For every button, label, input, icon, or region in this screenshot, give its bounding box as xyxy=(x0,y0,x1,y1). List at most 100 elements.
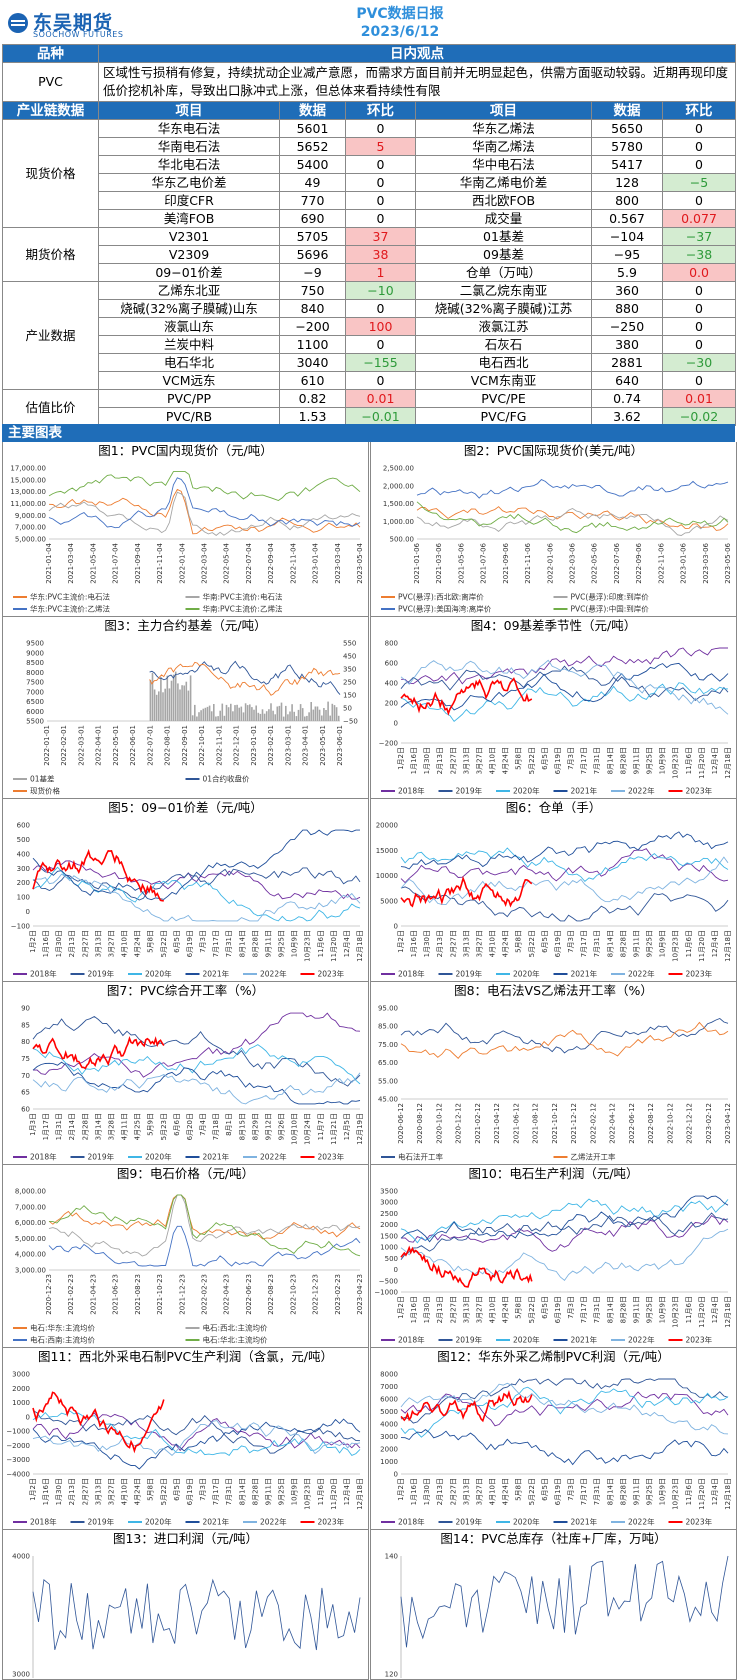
y-tick-label: 500.00 xyxy=(390,536,415,544)
y-tick-label: 17,000.00 xyxy=(10,465,46,473)
legend-label: 2019年 xyxy=(456,786,483,796)
y-tick-label: −500 xyxy=(379,1277,398,1285)
x-tick-label: 2022-11-04 xyxy=(289,542,297,583)
x-tick-label: 2月13日 xyxy=(436,747,444,774)
x-tick-label: 11月6日 xyxy=(685,930,693,957)
x-tick-label: 12月18日 xyxy=(356,1478,364,1510)
x-tick-label: 8月28日 xyxy=(619,1296,627,1323)
x-tick-label: 4月24日 xyxy=(502,1296,510,1323)
x-tick-label: 9月12日 xyxy=(264,1113,272,1140)
y-tick-label: 13,000.00 xyxy=(10,488,46,496)
chart-title: 图2：PVC国际现货价(美元/吨） xyxy=(463,443,644,458)
x-tick-label: 2022-07-04 xyxy=(245,542,253,583)
change-cell: 0 xyxy=(661,191,737,210)
y-tick-label: 2000 xyxy=(380,1446,398,1454)
x-tick-label: 7月18日 xyxy=(212,1113,220,1140)
x-tick-label: 2021-08-12 xyxy=(532,1103,540,1144)
series-line xyxy=(400,856,729,906)
basis-bar xyxy=(329,715,331,721)
x-tick-label: 4月10日 xyxy=(489,1478,497,1505)
basis-bar xyxy=(158,691,160,721)
x-tick-label: 2023-02-23 xyxy=(334,1274,342,1315)
x-tick-label: 2月27日 xyxy=(81,930,89,957)
x-tick-label: 6月20日 xyxy=(186,1113,194,1140)
y-tick-label: 0 xyxy=(394,1266,398,1274)
x-tick-label: 4月24日 xyxy=(502,930,510,957)
basis-bar xyxy=(172,674,175,721)
x-tick-label: 10月9日 xyxy=(659,930,667,957)
table-row: 印度CFR 770 0 西北欧FOB 800 0 xyxy=(3,191,737,210)
y-tick-label: 600 xyxy=(385,660,398,668)
y-tick-label: 95.00 xyxy=(378,1005,398,1013)
legend-label: 2023年 xyxy=(686,1335,713,1345)
x-tick-label: 3月27日 xyxy=(476,747,484,774)
basis-bar xyxy=(225,704,228,721)
x-tick-label: 6月5日 xyxy=(541,930,549,953)
x-tick-label: 2月27日 xyxy=(449,1478,457,1505)
y-tick-label: 15,000.00 xyxy=(10,476,46,484)
change-cell: 38 xyxy=(345,245,416,264)
table-row: 烧碱(32%离子膜碱)山东 840 0 烧碱(32%离子膜碱)江苏 880 0 xyxy=(3,299,737,318)
basis-bar xyxy=(223,715,226,721)
x-tick-label: 2021-08-23 xyxy=(134,1274,142,1315)
x-tick-label: 3月27日 xyxy=(108,1478,116,1505)
x-tick-label: 7月31日 xyxy=(225,930,233,957)
chart-svg: 95.00 85.00 75.00 65.00 55.00 45.002020-06-12… xyxy=(378,1005,732,1162)
change-cell: −0.01 xyxy=(345,407,416,426)
y-tick-label: 300 xyxy=(17,865,30,873)
item-cell: 石灰石 xyxy=(415,335,592,354)
x-tick-label: 2022-01-04 xyxy=(178,542,186,583)
change-cell: 0.0 xyxy=(661,263,737,282)
header-item-left: 项目 xyxy=(98,101,280,120)
x-tick-label: 2022-03-01 xyxy=(78,725,86,766)
chart-title: 图3：主力合约基差（元/吨） xyxy=(104,618,267,633)
y-tick-label: 3000 xyxy=(12,1371,30,1379)
legend-label: 2022年 xyxy=(260,1517,287,1527)
legend-label: 2023年 xyxy=(686,1517,713,1527)
x-tick-label: 2020-08-12 xyxy=(416,1103,424,1144)
x-tick-label: 12月18日 xyxy=(724,1478,732,1510)
x-tick-label: 12月4日 xyxy=(711,747,719,774)
x-tick-label: 2021-02-12 xyxy=(474,1103,482,1144)
chart-title: 图5：09−01价差（元/吨） xyxy=(108,800,263,815)
report-date: 2023/6/12 xyxy=(360,24,440,40)
y-tick-label: −1000 xyxy=(6,1428,30,1436)
y-tick-label: 5500 xyxy=(26,718,44,726)
y-tick-label: 8,000.00 xyxy=(15,1188,46,1196)
y2-tick-label: 350 xyxy=(343,666,356,674)
y-tick-label: 6,000.00 xyxy=(15,1219,46,1227)
change-cell: 0 xyxy=(345,209,416,228)
change-cell: −30 xyxy=(661,353,737,372)
x-tick-label: 5月9日 xyxy=(147,1113,155,1136)
legend-label: 2019年 xyxy=(88,1152,115,1162)
x-tick-label: 2022-08-01 xyxy=(164,725,172,766)
legend-label: 电石:西南:主流均价 xyxy=(30,1335,96,1345)
item-cell: 华北电石法 xyxy=(98,155,280,174)
y-tick-label: 400 xyxy=(17,850,30,858)
x-tick-label: 3月27日 xyxy=(108,930,116,957)
chart-title: 图12：华东外采乙烯制PVC利润（元/吨） xyxy=(437,1349,670,1364)
x-tick-label: 2023-02-12 xyxy=(705,1103,713,1144)
y-tick-label: 7000 xyxy=(380,1383,398,1391)
basis-bar xyxy=(227,707,230,721)
x-tick-label: 2023-01-06 xyxy=(680,542,688,583)
x-tick-label: 10月23日 xyxy=(304,1478,312,1510)
chart-title: 图1：PVC国内现货价（元/吨） xyxy=(98,443,273,458)
change-cell: 0 xyxy=(661,335,737,354)
y2-tick-label: 550 xyxy=(343,640,356,648)
x-tick-label: 2022-09-06 xyxy=(635,542,643,583)
chart-title: 图13：进口利润（元/吨） xyxy=(112,1531,259,1546)
x-tick-label: 6月19日 xyxy=(186,930,194,957)
chart-title: 图11：西北外采电石制PVC生产利润（含氯，元/吨） xyxy=(38,1349,333,1364)
x-tick-label: 2021-02-23 xyxy=(67,1274,75,1315)
series-line xyxy=(48,488,361,535)
value-cell: 770 xyxy=(279,191,346,210)
x-tick-label: 4月24日 xyxy=(134,1478,142,1505)
series-line xyxy=(400,1021,729,1059)
legend-label: 2018年 xyxy=(30,1517,57,1527)
y-tick-label: 3000 xyxy=(380,1433,398,1441)
x-tick-label: 2022-01-01 xyxy=(43,725,51,766)
item-cell: 液氯山东 xyxy=(98,317,280,336)
item-cell: 华东乙电价差 xyxy=(98,173,280,192)
value-cell: 3.62 xyxy=(591,407,663,426)
